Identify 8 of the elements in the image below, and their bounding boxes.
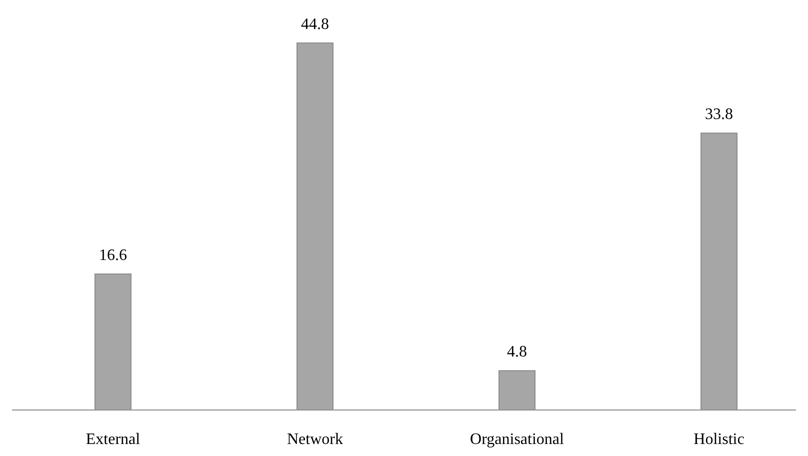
x-tick-label: Organisational [470,431,565,448]
x-tick-label: Holistic [694,431,744,448]
data-label: 44.8 [301,16,329,33]
data-label: 4.8 [507,344,527,361]
data-label: 33.8 [705,106,733,124]
x-tick-label: Network [287,431,343,448]
data-label: 16.6 [99,247,127,264]
x-tick-label: External [86,431,141,448]
